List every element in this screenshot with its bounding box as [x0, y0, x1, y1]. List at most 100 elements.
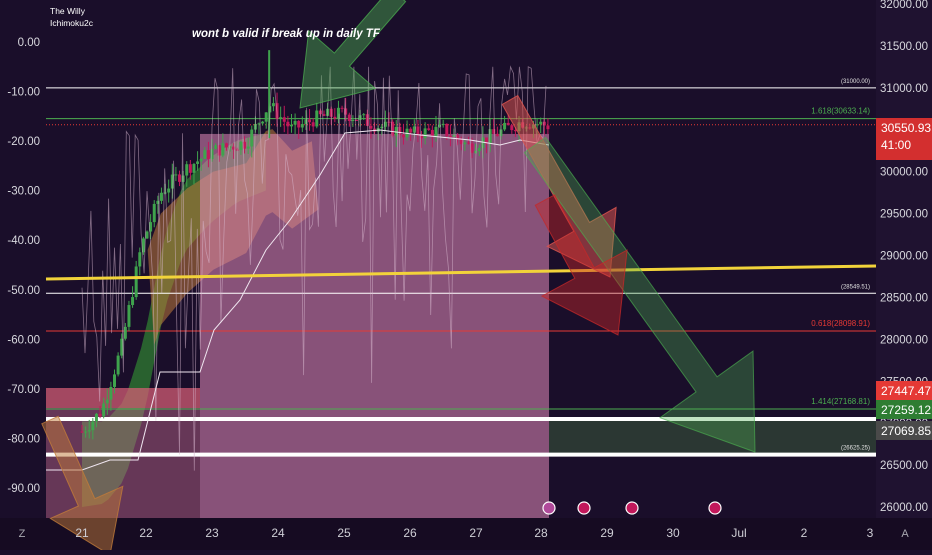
x-tick-3: 24	[271, 526, 285, 540]
candle-body-13	[127, 305, 131, 327]
level-label-1: 1.618(30633.14)	[811, 107, 870, 116]
candle-body-114	[492, 129, 496, 134]
event-marker-2	[625, 501, 639, 515]
candle-body-97	[430, 129, 434, 137]
candle-body-56	[282, 117, 286, 122]
candle-body-72	[340, 107, 344, 109]
time-axis-panel	[0, 518, 932, 550]
chart-title: The Willy	[50, 6, 86, 16]
candle-body-117	[503, 122, 507, 130]
candle-body-80	[369, 125, 373, 129]
price-label-bg-0	[876, 118, 932, 160]
candle-body-30	[188, 164, 192, 173]
candle-body-11	[120, 338, 124, 356]
candle-body-12	[123, 326, 127, 339]
candle-body-108	[470, 143, 474, 153]
oscillator-line	[81, 65, 547, 471]
x-tick-5: 26	[403, 526, 417, 540]
candle-body-98	[434, 126, 438, 137]
kijun-line	[46, 129, 550, 471]
arrow-green-top	[299, 0, 407, 109]
candle-body-36	[210, 149, 214, 160]
candle-body-24	[167, 188, 171, 193]
event-marker-0	[542, 501, 556, 515]
candle-body-102	[448, 135, 452, 137]
candle-body-74	[347, 114, 351, 122]
left-tick-9: -90.00	[7, 483, 40, 495]
candle-body-42	[232, 146, 236, 150]
x-tick-6: 27	[469, 526, 483, 540]
level-label-4: 1.414(27168.81)	[811, 397, 870, 406]
candle-body-100	[441, 123, 445, 125]
candle-body-2	[87, 430, 91, 432]
arrow-red-mid	[501, 94, 617, 278]
price-tick-2: 31000.00	[880, 83, 928, 95]
candle-body-83	[380, 126, 384, 129]
arrow-red-low	[534, 194, 628, 336]
candle-body-27	[178, 174, 182, 182]
candle-body-120	[513, 130, 517, 132]
price-tick-7: 28500.00	[880, 292, 928, 304]
price-tick-1: 31500.00	[880, 41, 928, 53]
candle-body-101	[445, 123, 449, 136]
candle-body-118	[506, 122, 510, 126]
level-label-2: (28549.51)	[841, 284, 870, 290]
candle-body-1	[84, 431, 88, 433]
candle-body-110	[477, 148, 481, 152]
candle-body-6	[102, 403, 106, 417]
candle-body-107	[466, 142, 470, 144]
x-tick-1: 22	[139, 526, 153, 540]
level-label-6: (26625.25)	[841, 446, 870, 452]
event-marker-3	[708, 501, 722, 515]
candle-body-51	[264, 112, 268, 122]
price-tick-11: 26500.00	[880, 460, 928, 472]
candle-body-115	[495, 133, 499, 137]
candle-body-105	[459, 139, 463, 145]
left-tick-0: 0.00	[18, 37, 40, 49]
indicator-name: Ichimoku2c	[50, 18, 94, 28]
candle-body-63	[308, 119, 312, 123]
candle-body-19	[149, 222, 153, 232]
candle-body-126	[535, 124, 539, 126]
x-tick-4: 25	[337, 526, 351, 540]
candle-body-60	[297, 120, 301, 128]
candle-body-113	[488, 129, 492, 144]
candle-body-95	[423, 128, 427, 139]
candle-body-3	[91, 421, 95, 431]
candle-body-16	[138, 252, 142, 267]
candle-body-8	[109, 386, 113, 400]
candle-body-75	[351, 119, 355, 122]
candle-body-65	[315, 110, 319, 127]
candle-body-38	[217, 145, 221, 156]
axis-button-z: Z	[19, 528, 26, 540]
candle-body-4	[94, 413, 98, 422]
level-label-3: 0.618(28098.91)	[811, 319, 870, 328]
candle-body-70	[333, 116, 337, 119]
yellow-trendline	[45, 264, 877, 281]
arrow-orange-bottom	[41, 415, 124, 555]
candle-body-35	[206, 150, 210, 160]
candle-body-92	[412, 126, 416, 133]
price-tick-12: 26000.00	[880, 502, 928, 514]
candle-body-104	[456, 134, 460, 140]
candle-body-89	[401, 134, 405, 138]
candle-body-50	[261, 121, 265, 124]
x-tick-8: 29	[600, 526, 614, 540]
price-label-value-1: 27447.47	[881, 384, 931, 398]
candle-body-129	[546, 125, 550, 130]
candle-body-46	[246, 146, 250, 149]
candle-body-41	[228, 146, 232, 148]
chart-annotation: wont b valid if break up in daily TF	[192, 28, 381, 40]
left-tick-2: -20.00	[7, 136, 40, 148]
candle-body-40	[224, 143, 228, 148]
price-label-bg-1	[876, 381, 932, 400]
left-tick-3: -30.00	[7, 186, 40, 198]
price-label-value-0: 30550.93	[881, 121, 931, 135]
candle-body-7	[105, 399, 109, 404]
candle-body-112	[485, 137, 489, 144]
candle-body-29	[185, 164, 189, 176]
candle-body-5	[98, 413, 102, 417]
candle-body-85	[387, 121, 391, 123]
